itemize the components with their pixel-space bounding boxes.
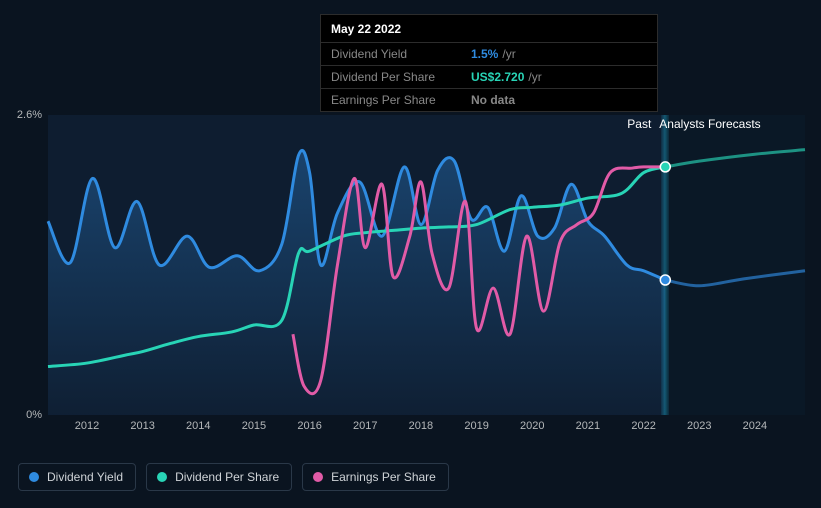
past-label: Past [627, 117, 651, 131]
tooltip-value: 1.5%/yr [471, 47, 516, 61]
legend-dot-icon [157, 472, 167, 482]
legend-dot-icon [313, 472, 323, 482]
tooltip-key: Dividend Yield [331, 47, 471, 61]
chart-tooltip: May 22 2022 Dividend Yield1.5%/yrDividen… [320, 14, 658, 112]
x-axis-tick: 2023 [687, 420, 711, 432]
tooltip-row: Earnings Per ShareNo data [321, 89, 657, 111]
x-axis-tick: 2017 [353, 420, 377, 432]
y-axis-label-max: 2.6% [17, 109, 42, 121]
tooltip-key: Dividend Per Share [331, 70, 471, 84]
x-axis-tick: 2018 [409, 420, 433, 432]
legend-label: Dividend Yield [47, 470, 123, 484]
x-axis: 2012 2013 2014 2015 2016 2017 2018 2019 2020 2021… [48, 420, 805, 440]
tooltip-key: Earnings Per Share [331, 93, 471, 107]
x-axis-tick: 2024 [743, 420, 767, 432]
x-axis-tick: 2022 [631, 420, 655, 432]
x-axis-tick: 2016 [297, 420, 321, 432]
tooltip-value: US$2.720/yr [471, 70, 542, 84]
legend-label: Earnings Per Share [331, 470, 436, 484]
tooltip-value: No data [471, 93, 515, 107]
legend: Dividend Yield Dividend Per Share Earnin… [18, 463, 449, 491]
x-axis-tick: 2014 [186, 420, 210, 432]
legend-item-dividend-yield[interactable]: Dividend Yield [18, 463, 136, 491]
x-axis-tick: 2012 [75, 420, 99, 432]
legend-item-dividend-per-share[interactable]: Dividend Per Share [146, 463, 292, 491]
legend-label: Dividend Per Share [175, 470, 279, 484]
x-axis-tick: 2015 [242, 420, 266, 432]
x-axis-tick: 2019 [464, 420, 488, 432]
x-axis-tick: 2013 [130, 420, 154, 432]
chart-plot-area[interactable]: 2.6% 0% [48, 115, 805, 415]
tooltip-row: Dividend Per ShareUS$2.720/yr [321, 66, 657, 89]
tooltip-row: Dividend Yield1.5%/yr [321, 43, 657, 66]
y-axis-label-min: 0% [26, 409, 42, 421]
tooltip-title: May 22 2022 [321, 15, 657, 43]
legend-item-earnings-per-share[interactable]: Earnings Per Share [302, 463, 449, 491]
past-forecast-labels: Past Analysts Forecasts [627, 117, 768, 131]
forecast-label: Analysts Forecasts [659, 117, 760, 131]
legend-dot-icon [29, 472, 39, 482]
x-axis-tick: 2020 [520, 420, 544, 432]
chart-svg [48, 115, 805, 415]
x-axis-tick: 2021 [576, 420, 600, 432]
